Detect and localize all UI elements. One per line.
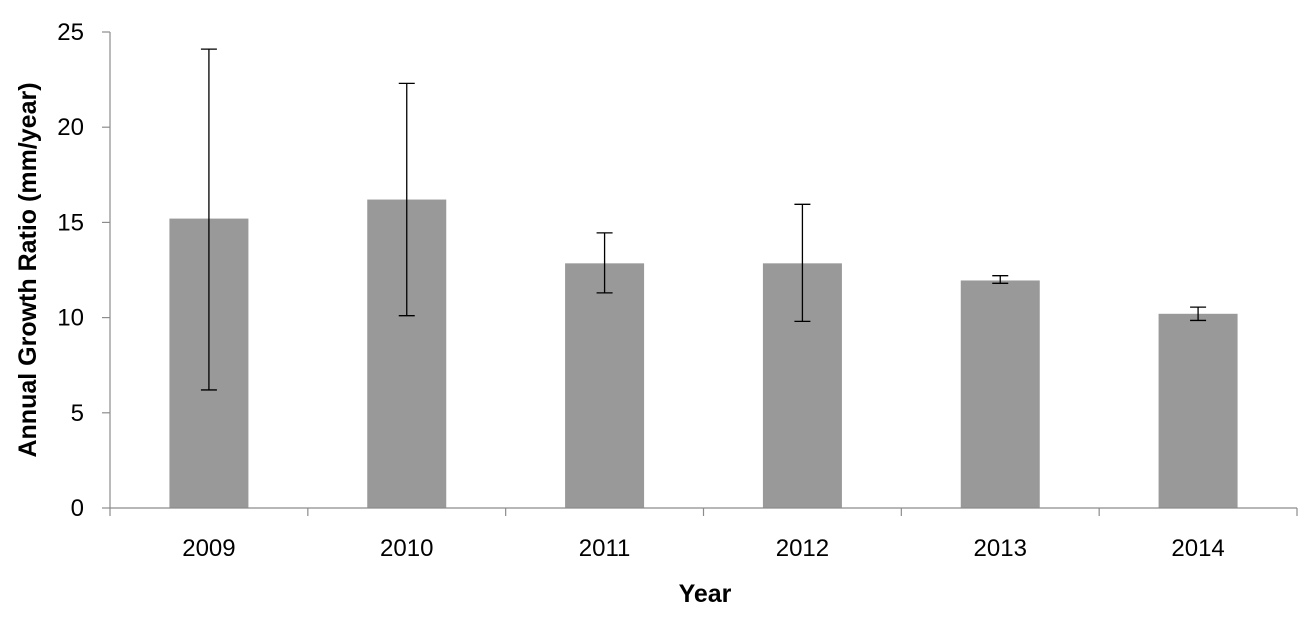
axes [102, 31, 1298, 516]
x-tick-label: 2013 [974, 535, 1027, 562]
x-tick-label: 2014 [1171, 535, 1224, 562]
bar-2013 [960, 280, 1040, 508]
error-bars [200, 48, 1207, 391]
x-tick-label: 2011 [579, 535, 631, 562]
y-tick-label: 10 [57, 305, 84, 332]
y-tick-label: 15 [57, 209, 84, 236]
x-tick-label: 2010 [380, 535, 433, 562]
plot-area [169, 199, 1238, 509]
bar-2014 [1158, 313, 1238, 508]
tick-labels: 0 5 10 15 20 25 2009 2010 2011 2012 2013 2014 [57, 19, 1224, 562]
bar-2011 [565, 263, 645, 508]
x-tick-label: 2012 [776, 535, 829, 562]
y-tick-label: 25 [57, 19, 84, 46]
y-tick-label: 20 [57, 114, 84, 141]
x-axis-title: Year [679, 580, 732, 608]
y-axis-title: Annual Growth Ratio (mm/year) [14, 82, 42, 457]
y-tick-label: 5 [71, 400, 84, 427]
x-tick-label: 2009 [182, 535, 235, 562]
y-tick-label: 0 [71, 495, 84, 522]
